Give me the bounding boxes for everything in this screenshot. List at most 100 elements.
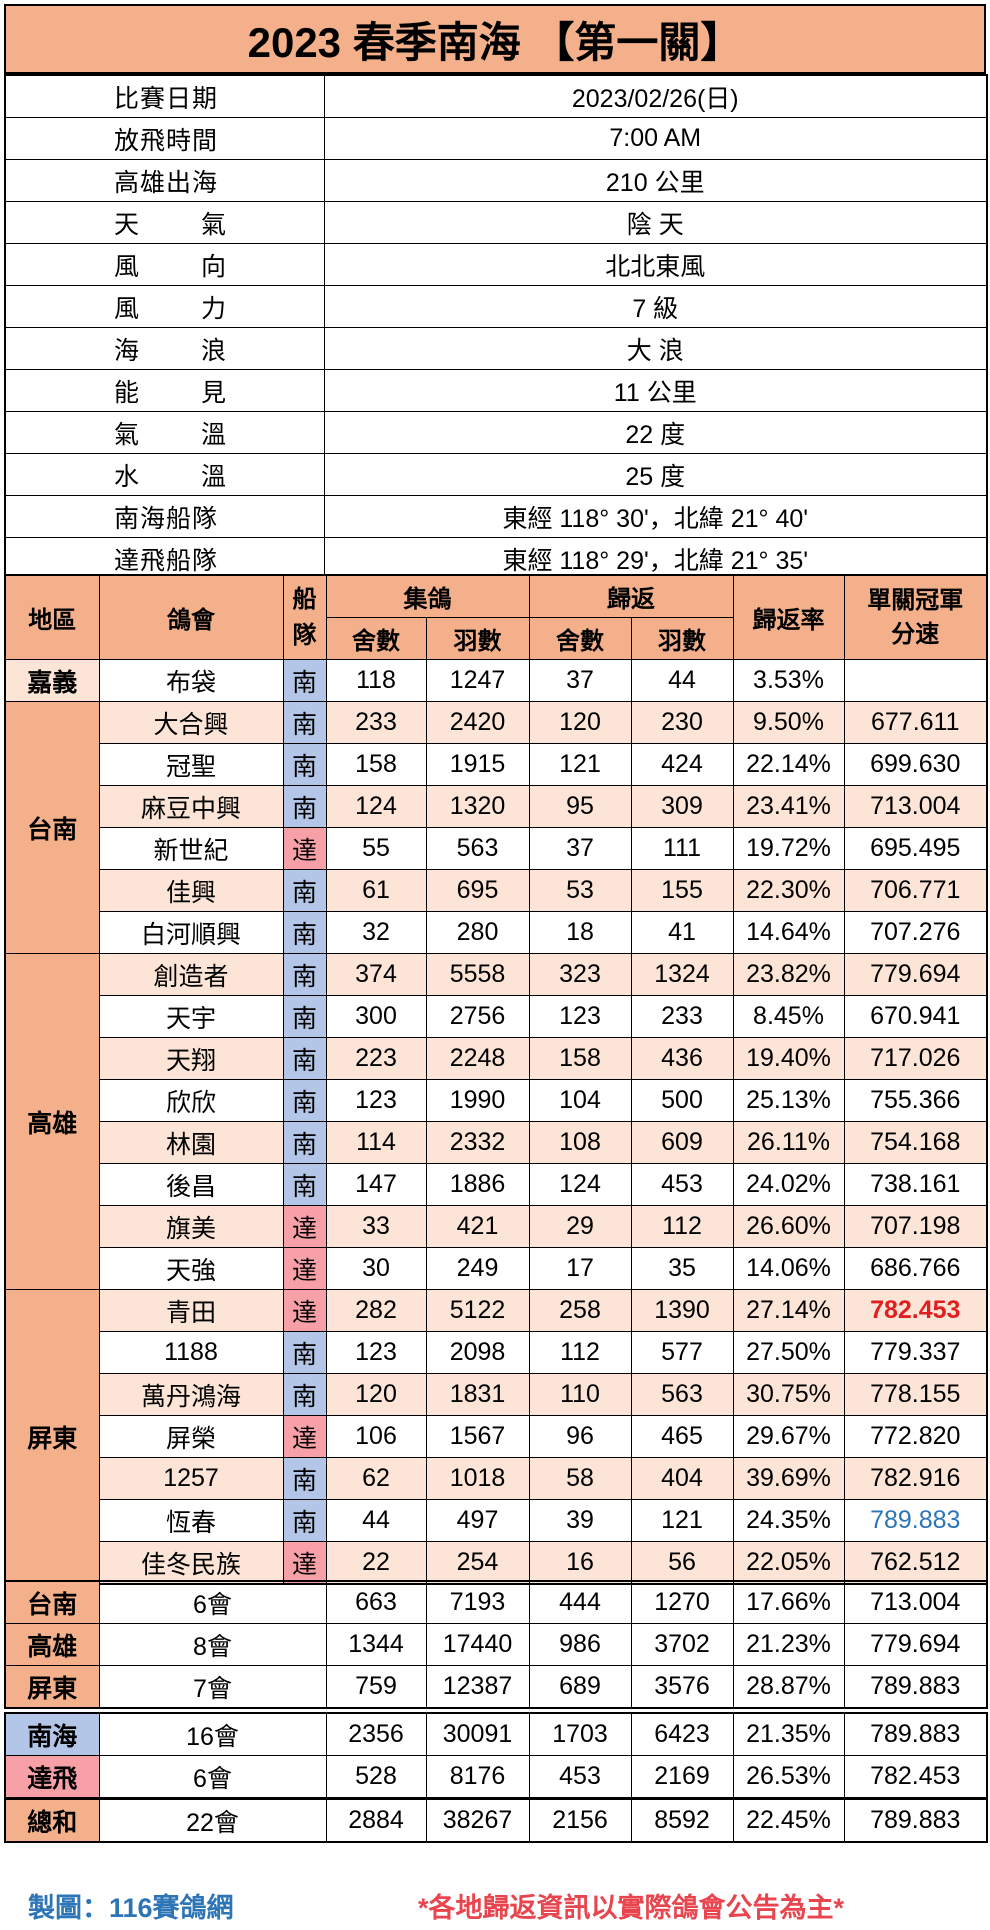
grand-total-table: 總和 22會 2884 38267 2156 8592 22.45% 789.8… [4,1798,988,1843]
summary-r-lofts: 1703 [528,1712,632,1756]
cell-r-birds: 233 [630,995,734,1038]
fleet-badge: 南 [282,1079,327,1122]
info-value: 7 級 [323,285,988,328]
summary-speed: 789.883 [843,1665,988,1709]
header-rate: 歸返率 [732,574,845,660]
table-row: 佳冬民族達 22 254 16 56 22.05% 762.512 [5,1541,988,1585]
table-row: 天強達 30 249 17 35 14.06% 686.766 [5,1247,988,1290]
fleet-badge: 達 [282,1289,327,1332]
table-row: 天宇南 300 2756 123 233 8.45% 670.941 [5,995,988,1038]
summary-rate: 21.35% [732,1712,845,1756]
fleet-badge: 南 [282,743,327,786]
summary-row: 屏東 7會 759 12387 689 3576 28.87% 789.883 [4,1665,988,1709]
cell-r-lofts: 120 [528,701,632,744]
total-speed: 789.883 [843,1798,988,1843]
cell-r-lofts: 158 [528,1037,632,1080]
info-label-char: 天 [114,210,140,239]
info-label: 天氣 [4,201,325,244]
cell-c-lofts: 118 [325,659,427,702]
cell-r-lofts: 108 [528,1121,632,1164]
info-label-spread: 天氣 [114,205,226,241]
summary-rate: 21.23% [732,1623,845,1666]
club-name: 天強 [98,1247,284,1290]
summary-r-lofts: 689 [528,1665,632,1709]
summary-row: 南海 16會 2356 30091 1703 6423 21.35% 789.883 [4,1712,988,1756]
cell-speed: 707.276 [843,911,988,954]
summary-row: 達飛 6會 528 8176 453 2169 26.53% 782.453 [4,1755,988,1799]
cell-speed: 706.771 [843,869,988,912]
table-row: 屏榮達 106 1567 96 465 29.67% 772.820 [5,1415,988,1458]
info-label-spread: 海浪 [114,331,226,367]
club-name: 1188 [98,1331,284,1374]
table-row: 天翔南 223 2248 158 436 19.40% 717.026 [5,1037,988,1080]
cell-r-birds: 1390 [630,1289,734,1332]
cell-r-lofts: 18 [528,911,632,954]
cell-rate: 14.06% [732,1247,845,1290]
cell-rate: 27.50% [732,1331,845,1374]
header-club: 鴿會 [98,574,284,660]
club-results-table: 地區 鴿會 船隊 集鴿 歸返 歸返率 單關冠軍 分速 舍數 羽數 舍數 羽數 嘉義… [4,574,988,1585]
summary-r-birds: 3576 [630,1665,734,1709]
summary-rate: 17.66% [732,1580,845,1624]
header-collect: 集鴿 [325,574,530,618]
info-label-char: 向 [200,252,226,281]
info-label: 水溫 [4,453,325,496]
summary-clubs: 6會 [98,1755,327,1799]
cell-r-lofts: 37 [528,827,632,870]
cell-speed: 707.198 [843,1205,988,1248]
club-name: 屏榮 [98,1415,284,1458]
summary-speed: 789.883 [843,1712,988,1756]
cell-c-lofts: 147 [325,1163,427,1206]
club-name: 欣欣 [98,1079,284,1122]
cell-rate: 19.72% [732,827,845,870]
club-name: 林園 [98,1121,284,1164]
cell-c-lofts: 33 [325,1205,427,1248]
cell-c-birds: 1831 [425,1373,530,1416]
club-name: 冠聖 [98,743,284,786]
cell-rate: 24.35% [732,1499,845,1542]
info-label-char: 溫 [200,462,226,491]
header-region: 地區 [4,574,100,660]
fleet-badge: 南 [282,953,327,996]
summary-c-birds: 8176 [425,1755,530,1799]
info-row: 天氣陰 天 [4,201,988,244]
fleet-badge: 南 [282,1457,327,1500]
cell-c-lofts: 44 [325,1499,427,1542]
info-value: 陰 天 [323,201,988,244]
table-row: 恆春南 44 497 39 121 24.35% 789.883 [5,1499,988,1542]
cell-r-birds: 112 [630,1205,734,1248]
summary-clubs: 16會 [98,1712,327,1756]
cell-r-birds: 609 [630,1121,734,1164]
cell-c-birds: 1567 [425,1415,530,1458]
cell-r-birds: 465 [630,1415,734,1458]
club-name: 後昌 [98,1163,284,1206]
cell-c-birds: 280 [425,911,530,954]
cell-c-lofts: 114 [325,1121,427,1164]
info-label: 氣溫 [4,411,325,454]
info-row: 高雄出海 210 公里 [4,159,988,202]
total-rate: 22.45% [732,1798,845,1843]
table-row: 白河順興南 32 280 18 41 14.64% 707.276 [5,911,988,954]
total-collect-lofts: 2884 [325,1798,427,1843]
info-label-spread: 水溫 [114,457,226,493]
cell-c-birds: 563 [425,827,530,870]
cell-r-birds: 424 [630,743,734,786]
summary-clubs: 7會 [98,1665,327,1709]
summary-speed: 782.453 [843,1755,988,1799]
table-row: 欣欣南 123 1990 104 500 25.13% 755.366 [5,1079,988,1122]
cell-speed: 779.694 [843,953,988,996]
cell-r-lofts: 16 [528,1541,632,1585]
info-value: 210 公里 [323,159,988,202]
club-name: 天翔 [98,1037,284,1080]
info-row: 水溫 25 度 [4,453,988,496]
cell-speed: 782.916 [843,1457,988,1500]
cell-r-birds: 453 [630,1163,734,1206]
cell-c-lofts: 106 [325,1415,427,1458]
info-label-char: 浪 [200,336,226,365]
info-label: 比賽日期 [4,74,325,118]
info-label-char: 氣 [200,210,226,239]
summary-r-lofts: 986 [528,1623,632,1666]
table-row: 1188 南 123 2098 112 577 27.50% 779.337 [5,1331,988,1374]
fleet-badge: 南 [282,1499,327,1542]
summary-label: 高雄 [4,1623,100,1666]
